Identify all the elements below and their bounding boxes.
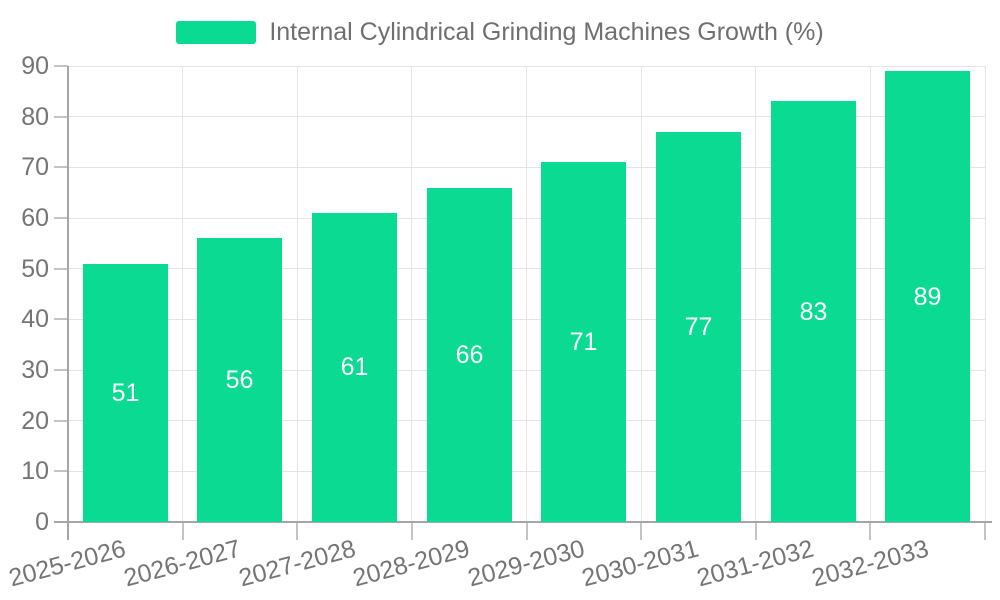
bar bbox=[656, 131, 741, 522]
x-axis-tick bbox=[984, 522, 986, 540]
legend-label: Internal Cylindrical Grinding Machines G… bbox=[269, 18, 824, 46]
y-axis-line bbox=[67, 66, 69, 540]
x-gridline bbox=[411, 66, 413, 522]
y-tick-label: 20 bbox=[21, 406, 49, 435]
x-axis-tick bbox=[181, 522, 184, 540]
y-axis-tick bbox=[54, 267, 68, 270]
y-tick-label: 0 bbox=[35, 508, 49, 536]
x-axis-tick bbox=[296, 522, 299, 540]
x-axis-tick bbox=[754, 522, 757, 540]
y-tick-label: 70 bbox=[21, 153, 49, 182]
y-tick-label: 40 bbox=[21, 305, 49, 334]
bar-value-label: 61 bbox=[340, 353, 369, 381]
bar-value-label: 89 bbox=[913, 283, 942, 311]
x-gridline bbox=[182, 66, 184, 522]
y-tick-label: 30 bbox=[21, 356, 49, 384]
y-axis-tick bbox=[54, 419, 68, 422]
bar bbox=[885, 71, 970, 522]
bar-value-label: 77 bbox=[684, 313, 713, 341]
x-axis-tick bbox=[869, 522, 872, 540]
y-axis-tick bbox=[54, 470, 68, 473]
bar-value-label: 56 bbox=[225, 366, 254, 394]
x-axis-tick bbox=[525, 522, 528, 540]
y-axis-tick bbox=[54, 65, 68, 67]
y-tick-label: 90 bbox=[21, 52, 49, 80]
x-axis-line bbox=[54, 521, 992, 523]
y-axis-tick bbox=[54, 115, 68, 118]
bar-value-label: 71 bbox=[569, 328, 598, 356]
bar bbox=[541, 162, 626, 522]
bar bbox=[312, 212, 397, 522]
bar bbox=[197, 238, 282, 522]
x-gridline bbox=[640, 66, 642, 522]
x-gridline bbox=[755, 66, 757, 522]
legend-item[interactable]: Internal Cylindrical Grinding Machines G… bbox=[0, 18, 1000, 47]
y-tick-label: 50 bbox=[21, 254, 49, 283]
bar bbox=[83, 263, 168, 522]
bar-value-label: 66 bbox=[455, 341, 484, 369]
bar-value-label: 83 bbox=[799, 298, 828, 326]
y-axis-tick bbox=[54, 318, 68, 321]
y-tick-label: 10 bbox=[21, 457, 49, 486]
y-tick-label: 60 bbox=[21, 204, 49, 232]
bar-value-label: 51 bbox=[111, 379, 140, 407]
legend-swatch bbox=[176, 21, 257, 44]
x-gridline bbox=[869, 66, 871, 522]
bar bbox=[771, 101, 856, 522]
x-gridline bbox=[296, 66, 298, 522]
y-axis-tick bbox=[54, 166, 68, 169]
y-tick-label: 80 bbox=[21, 102, 49, 131]
x-gridline bbox=[984, 66, 986, 522]
x-axis-tick bbox=[640, 522, 643, 540]
y-axis-tick bbox=[54, 217, 68, 219]
x-axis-tick bbox=[410, 522, 413, 540]
bar bbox=[427, 187, 512, 522]
y-axis-tick bbox=[54, 369, 68, 371]
x-gridline bbox=[526, 66, 527, 522]
